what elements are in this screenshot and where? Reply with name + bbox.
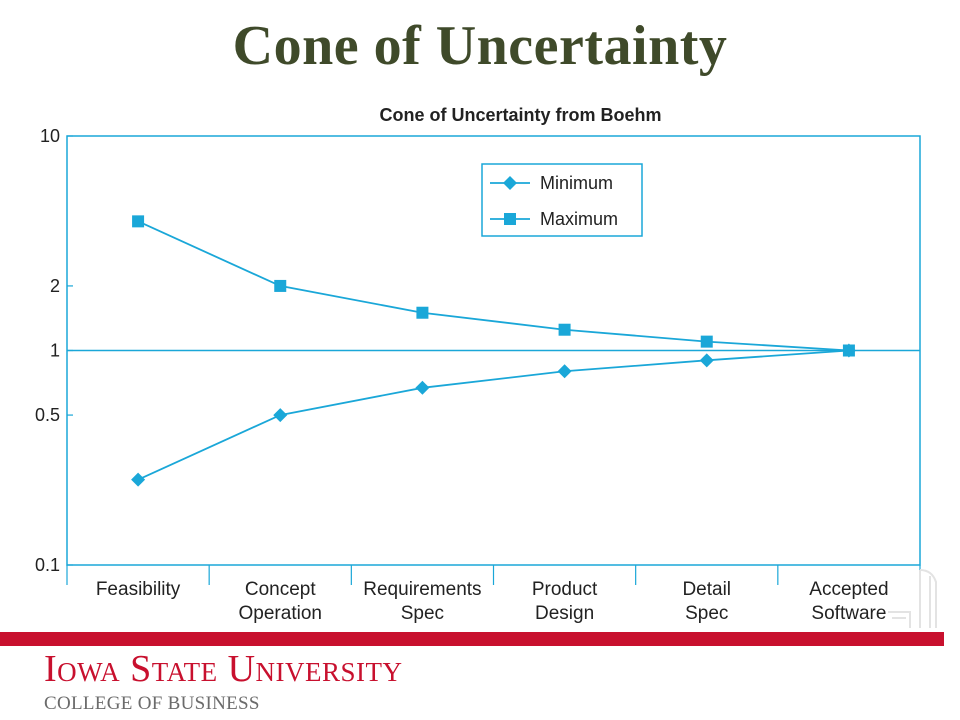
x-category-label: Spec [401,603,444,624]
series-line-maximum [137,220,849,352]
legend-marker-minimum [503,176,517,190]
legend-marker-maximum [504,213,516,225]
x-category-label: Software [811,603,886,624]
y-tick-label: 0.5 [35,405,60,425]
point-maximum [558,323,571,336]
campanile-watermark-icon [888,569,937,628]
point-minimum [273,408,288,423]
x-category-label: Accepted [809,579,888,600]
y-tick-label: 10 [40,126,60,146]
point-maximum [842,344,855,357]
point-minimum [131,472,146,487]
x-category-label: Product [532,579,598,600]
x-category-label: Requirements [363,579,481,600]
x-category-label: Operation [239,603,322,624]
college-name: COLLEGE OF BUSINESS [44,693,260,714]
x-category-label: Detail [682,579,731,600]
x-category-label: Design [535,603,594,624]
university-logo: Iowa State University [44,648,403,690]
point-minimum [415,380,430,395]
legend-label-maximum: Maximum [540,209,618,229]
point-maximum [132,215,145,228]
x-category-label: Feasibility [96,579,181,600]
y-tick-label: 1 [50,341,60,361]
point-maximum [700,335,713,348]
point-maximum [274,279,287,292]
point-minimum [557,364,572,379]
y-tick-label: 0.1 [35,555,60,575]
chart-title: Cone of Uncertainty from Boehm [379,105,661,125]
slide-title: Cone of Uncertainty [232,15,728,77]
series-line-minimum [137,349,849,481]
legend-label-minimum: Minimum [540,173,613,193]
x-category-label: Spec [685,603,728,624]
point-maximum [416,306,429,319]
footer-accent-bar [0,632,944,646]
y-tick-label: 2 [50,276,60,296]
x-category-label: Concept [245,579,316,600]
point-minimum [699,353,714,368]
